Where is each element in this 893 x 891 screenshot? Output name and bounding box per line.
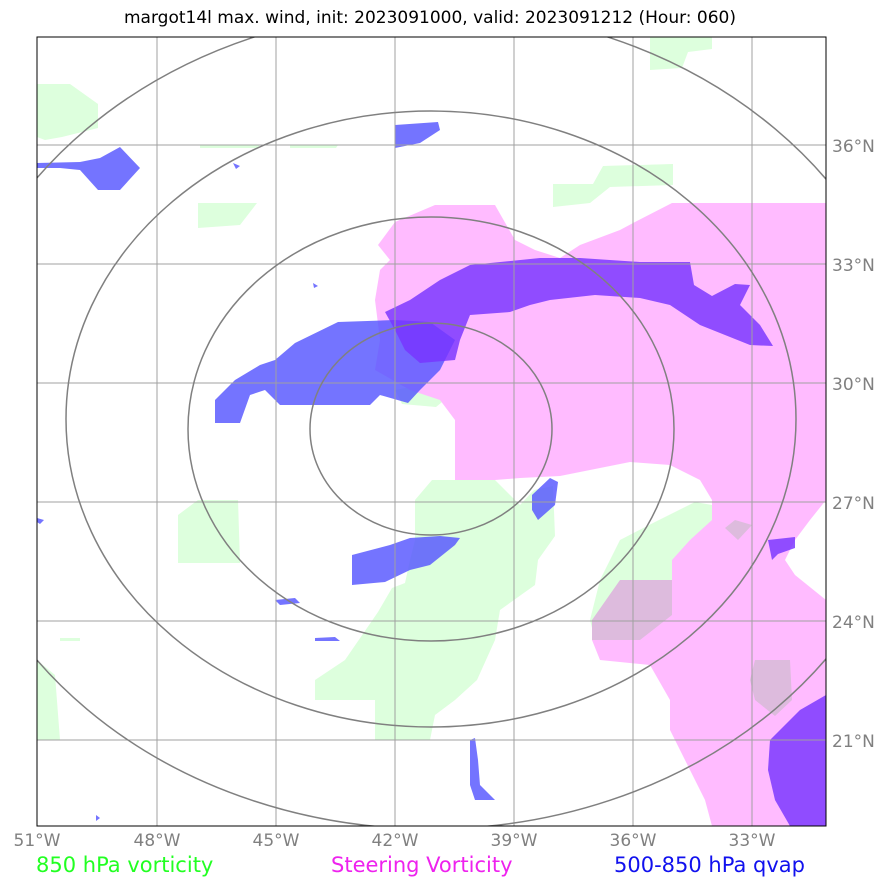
legend-850-vorticity: 850 hPa vorticity — [36, 853, 214, 877]
lat-label: 30°N — [832, 375, 875, 395]
lon-label: 36°W — [610, 831, 657, 851]
range-rings — [37, 37, 826, 826]
vorticity-850-layer — [37, 37, 712, 740]
legend-qvap: 500-850 hPa qvap — [614, 853, 805, 877]
lat-label: 24°N — [832, 613, 875, 633]
lat-label: 21°N — [832, 732, 875, 752]
lat-label: 33°N — [832, 256, 875, 276]
steering-vorticity-layer — [375, 203, 826, 826]
map-title: margot14l max. wind, init: 2023091000, v… — [123, 8, 737, 28]
lat-label: 27°N — [832, 494, 875, 514]
graticule — [37, 37, 826, 826]
lat-label: 36°N — [832, 137, 875, 157]
lon-label: 33°W — [729, 831, 776, 851]
map-frame — [36, 36, 827, 827]
longitude-labels: 51°W 48°W 45°W 42°W 39°W 36°W 33°W — [14, 831, 776, 851]
lon-label: 48°W — [134, 831, 181, 851]
lon-label: 42°W — [372, 831, 419, 851]
latitude-labels: 36°N 33°N 30°N 27°N 24°N 21°N — [832, 137, 875, 752]
lon-label: 39°W — [491, 831, 538, 851]
lon-label: 51°W — [14, 831, 61, 851]
legend-steering-vorticity: Steering Vorticity — [331, 853, 513, 877]
lon-label: 45°W — [253, 831, 300, 851]
map-plot-area — [37, 37, 826, 826]
